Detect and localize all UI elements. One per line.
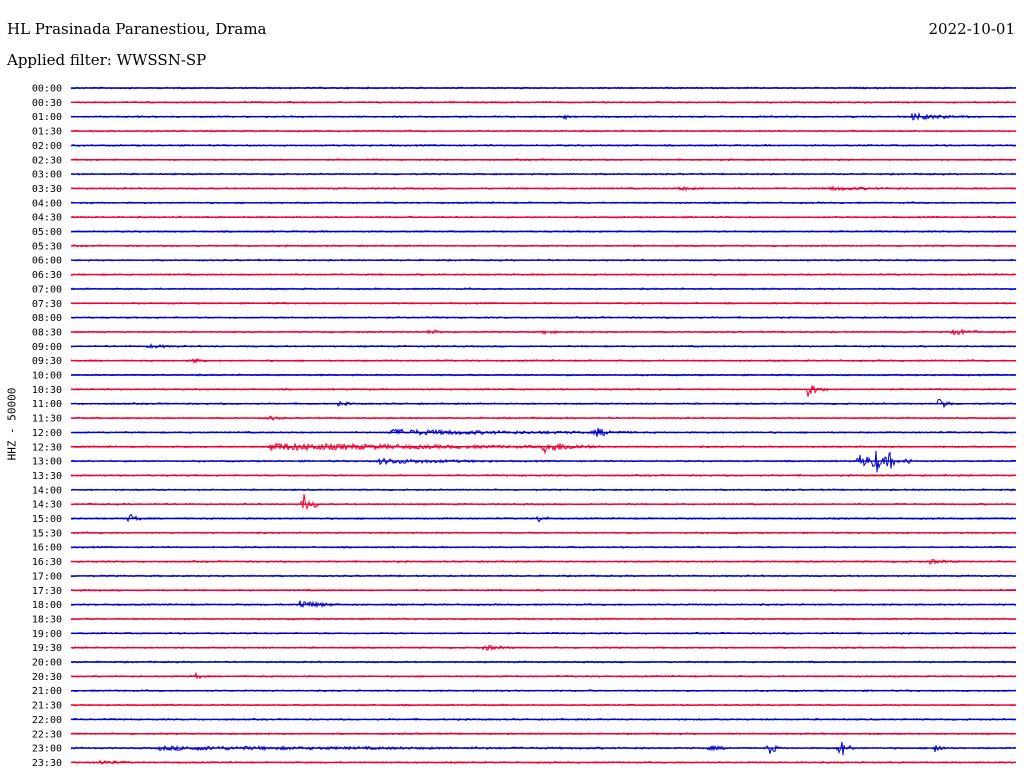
row-time-label: 12:30 xyxy=(32,442,62,453)
row-time-label: 19:00 xyxy=(32,629,62,640)
row-time-label: 01:00 xyxy=(32,112,62,123)
row-time-label: 20:00 xyxy=(32,658,62,669)
date-label: 2022-10-01 xyxy=(928,20,1015,38)
row-time-label: 05:00 xyxy=(32,227,62,238)
row-time-label: 09:30 xyxy=(32,356,62,367)
row-time-label: 10:00 xyxy=(32,371,62,382)
row-time-label: 18:00 xyxy=(32,600,62,611)
row-time-label: 03:30 xyxy=(32,184,62,195)
row-time-label: 14:00 xyxy=(32,485,62,496)
row-time-label: 15:30 xyxy=(32,528,62,539)
row-time-label: 22:00 xyxy=(32,715,62,726)
row-time-label: 00:30 xyxy=(32,98,62,109)
row-time-label: 15:00 xyxy=(32,514,62,525)
filter-label: Applied filter: WWSSN-SP xyxy=(7,51,207,69)
row-time-label: 13:30 xyxy=(32,471,62,482)
row-time-label: 08:00 xyxy=(32,313,62,324)
row-time-label: 16:30 xyxy=(32,557,62,568)
row-time-label: 18:30 xyxy=(32,614,62,625)
row-time-label: 11:00 xyxy=(32,399,62,410)
row-time-label: 01:30 xyxy=(32,127,62,138)
seismic-trace xyxy=(70,385,1017,397)
row-time-label: 21:30 xyxy=(32,701,62,712)
row-time-label: 23:00 xyxy=(32,744,62,755)
row-time-label: 20:30 xyxy=(32,672,62,683)
row-time-label: 17:30 xyxy=(32,586,62,597)
row-time-label: 04:00 xyxy=(32,198,62,209)
row-time-label: 00:00 xyxy=(32,84,62,95)
row-time-label: 10:30 xyxy=(32,385,62,396)
row-time-label: 12:00 xyxy=(32,428,62,439)
row-time-label: 03:00 xyxy=(32,170,62,181)
row-time-label: 16:00 xyxy=(32,543,62,554)
seismic-trace xyxy=(70,442,1017,455)
row-time-label: 22:30 xyxy=(32,729,62,740)
station-title: HL Prasinada Paranestiou, Drama xyxy=(7,20,267,38)
row-time-label: 09:00 xyxy=(32,342,62,353)
row-time-label: 21:00 xyxy=(32,686,62,697)
row-time-label: 04:30 xyxy=(32,213,62,224)
row-time-label: 08:30 xyxy=(32,327,62,338)
row-time-label: 05:30 xyxy=(32,241,62,252)
row-time-label: 02:00 xyxy=(32,141,62,152)
row-time-label: 11:30 xyxy=(32,414,62,425)
row-time-label: 23:30 xyxy=(32,758,62,769)
row-time-label: 06:00 xyxy=(32,256,62,267)
row-time-label: 02:30 xyxy=(32,155,62,166)
row-time-label: 07:00 xyxy=(32,284,62,295)
row-time-label: 17:00 xyxy=(32,571,62,582)
row-time-label: 13:00 xyxy=(32,457,62,468)
seismic-trace xyxy=(70,600,1017,609)
row-time-label: 14:30 xyxy=(32,500,62,511)
row-time-label: 07:30 xyxy=(32,299,62,310)
row-time-label: 06:30 xyxy=(32,270,62,281)
seismic-trace xyxy=(70,493,1017,511)
row-time-label: 19:30 xyxy=(32,643,62,654)
